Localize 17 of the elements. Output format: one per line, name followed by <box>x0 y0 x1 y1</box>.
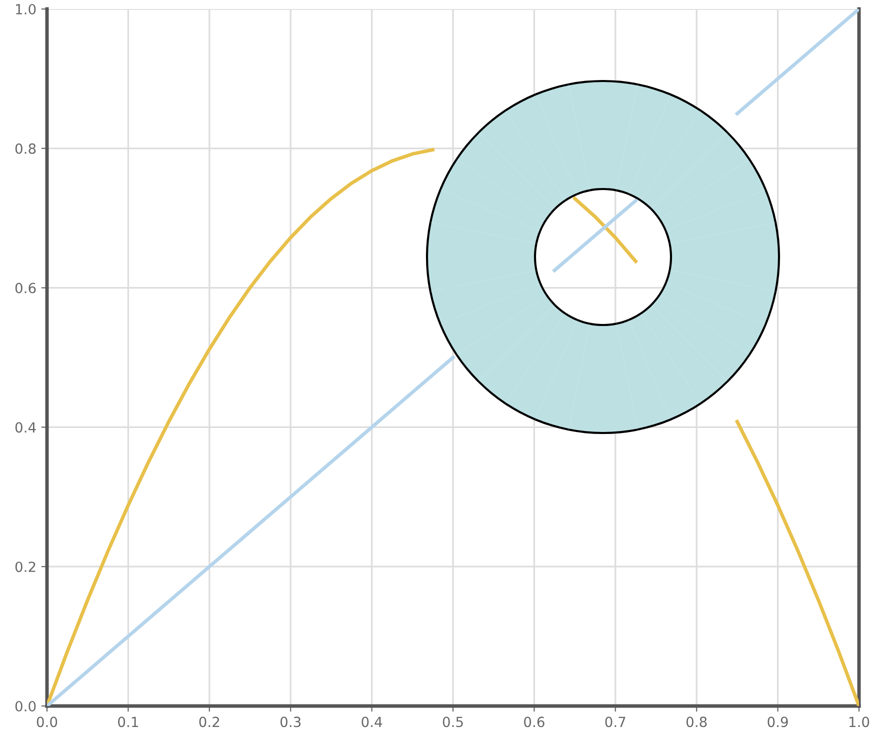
y-tick-label: 0.6 <box>15 282 36 294</box>
x-tick-label: 0.7 <box>605 716 626 728</box>
y-tick-label: 0.8 <box>15 143 36 154</box>
x-tick-label: 1.0 <box>849 716 870 728</box>
x-tick-label: 0.0 <box>36 716 58 728</box>
x-tick-label: 0.9 <box>768 716 788 728</box>
y-tick-label: 0.4 <box>15 422 36 433</box>
x-tick-label: 0.2 <box>199 716 220 728</box>
x-tick-label: 0.6 <box>524 716 544 728</box>
x-tick-label: 0.4 <box>362 716 382 728</box>
x-tick-label: 0.1 <box>118 716 138 728</box>
x-tick-label: 0.8 <box>686 716 707 728</box>
y-tick-label: 0.2 <box>15 562 36 572</box>
x-tick-label: 0.5 <box>442 716 463 728</box>
y-tick-label: 0.0 <box>15 700 36 712</box>
y-tick-label: 1.0 <box>16 4 36 14</box>
x-tick-label: 0.3 <box>280 716 301 728</box>
